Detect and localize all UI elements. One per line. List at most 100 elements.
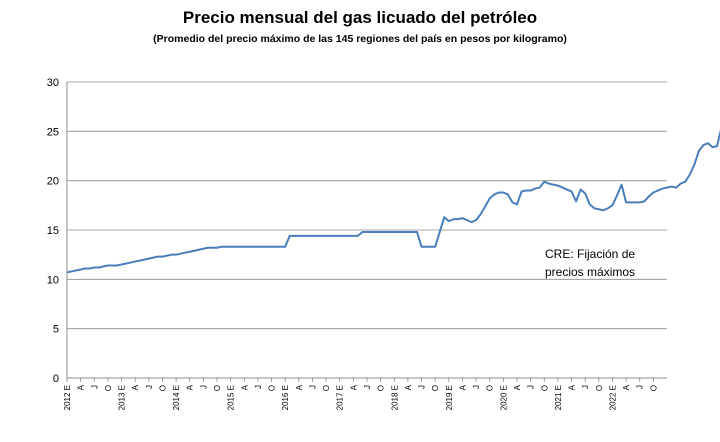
x-tick-label: O	[322, 385, 331, 391]
data-point	[66, 271, 68, 273]
data-point	[207, 247, 209, 249]
data-point	[111, 264, 113, 266]
x-tick-label: A	[404, 384, 413, 390]
data-point	[152, 256, 154, 258]
annotation-line-1: CRE: Fijación de	[545, 247, 635, 261]
data-point	[334, 235, 336, 237]
annotation-line-2: precios máximos	[545, 265, 635, 279]
data-point	[193, 250, 195, 252]
data-point	[157, 255, 159, 257]
data-point	[379, 231, 381, 233]
series-line	[66, 129, 720, 274]
x-tick-label: O	[649, 385, 658, 391]
data-point	[534, 187, 536, 189]
data-point	[493, 193, 495, 195]
x-tick-label: O	[431, 385, 440, 391]
series-layer	[66, 129, 720, 274]
data-point	[411, 231, 413, 233]
data-point	[161, 255, 163, 257]
data-point	[684, 180, 686, 182]
data-point	[98, 266, 100, 268]
x-tick-label: A	[349, 384, 358, 390]
data-point	[239, 246, 241, 248]
data-point	[279, 246, 281, 248]
data-point	[657, 189, 659, 191]
data-point	[198, 249, 200, 251]
data-point	[484, 205, 486, 207]
data-point	[89, 267, 91, 269]
x-tick-label: 2013 E	[118, 385, 127, 410]
y-tick-label: 25	[47, 126, 59, 138]
x-tick-label: J	[418, 385, 427, 389]
data-point	[461, 217, 463, 219]
x-tick-label: 2020 E	[499, 385, 508, 410]
data-point	[102, 265, 104, 267]
y-tick-label: 0	[53, 373, 59, 385]
data-point	[584, 192, 586, 194]
data-point	[716, 145, 718, 147]
data-point	[434, 246, 436, 248]
x-tick-label: A	[513, 384, 522, 390]
data-point	[389, 231, 391, 233]
gridlines	[67, 81, 667, 330]
data-point	[79, 268, 81, 270]
data-point	[557, 184, 559, 186]
x-tick-label: A	[240, 384, 249, 390]
data-point	[129, 261, 131, 263]
x-tick-label: A	[186, 384, 195, 390]
data-point	[143, 258, 145, 260]
data-point	[325, 235, 327, 237]
data-point	[502, 191, 504, 193]
data-point	[425, 246, 427, 248]
data-point	[539, 186, 541, 188]
data-point	[120, 263, 122, 265]
x-tick-label: 2012 E	[63, 385, 72, 410]
x-tick-label: A	[77, 384, 86, 390]
data-point	[248, 246, 250, 248]
x-tick-label: 2022 E	[608, 385, 617, 410]
x-tick-label: J	[581, 385, 590, 389]
data-point	[679, 182, 681, 184]
data-point	[402, 231, 404, 233]
data-point	[579, 188, 581, 190]
x-tick-label: 2015 E	[227, 385, 236, 410]
x-tick-label: O	[540, 385, 549, 391]
data-point	[661, 187, 663, 189]
x-tick-label: 2018 E	[390, 385, 399, 410]
x-tick-label: O	[595, 385, 604, 391]
data-point	[489, 197, 491, 199]
data-point	[93, 266, 95, 268]
data-point	[448, 220, 450, 222]
data-point	[148, 257, 150, 259]
data-point	[570, 190, 572, 192]
data-point	[439, 231, 441, 233]
data-point	[525, 189, 527, 191]
data-point	[443, 216, 445, 218]
data-point	[134, 260, 136, 262]
x-tick-label: A	[458, 384, 467, 390]
data-point	[302, 235, 304, 237]
data-point	[507, 193, 509, 195]
data-point	[370, 231, 372, 233]
data-point	[220, 246, 222, 248]
data-point	[393, 231, 395, 233]
data-point	[384, 231, 386, 233]
data-point	[70, 270, 72, 272]
data-point	[320, 235, 322, 237]
data-point	[298, 235, 300, 237]
data-point	[652, 191, 654, 193]
data-point	[475, 219, 477, 221]
x-tick-label: J	[636, 385, 645, 389]
data-point	[561, 186, 563, 188]
data-point	[339, 235, 341, 237]
data-point	[470, 221, 472, 223]
data-point	[316, 235, 318, 237]
x-tick-label: A	[295, 384, 304, 390]
data-point	[202, 248, 204, 250]
data-point	[479, 213, 481, 215]
data-point	[270, 246, 272, 248]
data-point	[211, 247, 213, 249]
x-tick-label: 2021 E	[554, 385, 563, 410]
data-point	[361, 231, 363, 233]
